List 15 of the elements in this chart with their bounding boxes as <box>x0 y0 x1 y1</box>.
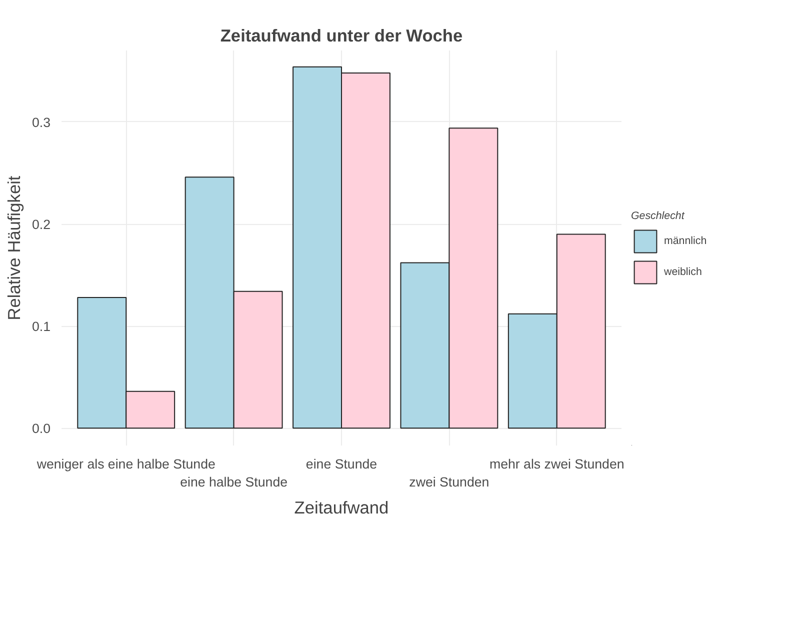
y-tick-label: 0.2 <box>32 217 51 232</box>
legend-label: männlich <box>664 234 707 246</box>
chart-title: Zeitaufwand unter der Woche <box>220 26 464 46</box>
x-tick-label: zwei Stunden <box>409 474 490 490</box>
x-tick-label: eine halbe Stunde <box>180 474 288 490</box>
legend-label: weiblich <box>664 266 702 278</box>
y-axis-title: Relative Häufigkeit <box>4 176 24 320</box>
y-tick-label: 0.0 <box>32 421 51 436</box>
y-tick-label: 0.1 <box>32 319 51 334</box>
y-tick-label: 0.3 <box>32 114 51 130</box>
x-axis-title: Zeitaufwand <box>294 498 389 518</box>
x-tick-label: eine Stunde <box>306 456 378 472</box>
x-tick-label: mehr als zwei Stunden <box>489 456 624 472</box>
x-tick-label: weniger als eine halbe Stunde <box>36 456 216 472</box>
legend-title: Geschlecht <box>631 210 686 222</box>
